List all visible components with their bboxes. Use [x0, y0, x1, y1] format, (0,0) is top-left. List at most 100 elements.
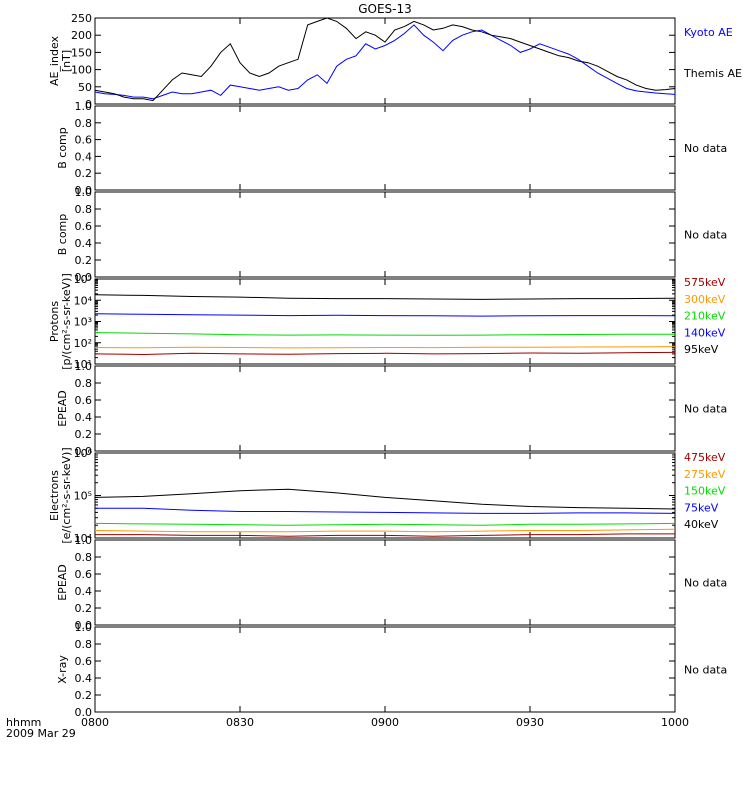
- y-tick-label: 10¹: [74, 358, 92, 371]
- x-tick-label: 0930: [516, 716, 544, 729]
- no-data-label: No data: [684, 664, 727, 677]
- y-tick-label: 10³: [74, 316, 92, 329]
- legend-entry: 210keV: [684, 310, 726, 323]
- y-tick-label: 1.0: [75, 534, 93, 547]
- no-data-label: No data: [684, 577, 727, 590]
- no-data-label: No data: [684, 142, 727, 155]
- legend-entry: Kyoto AE: [684, 26, 733, 39]
- y-tick-label: 0.2: [75, 602, 93, 615]
- y-tick-label: 0.6: [75, 134, 93, 147]
- y-tick-label: 150: [71, 46, 92, 59]
- panel-epead_2: 0.0 0.2 0.4 0.6 0.8 1.0 EPEAD No data: [56, 534, 727, 632]
- y-tick-label: 0.8: [75, 638, 93, 651]
- series-line-140kev: [94, 313, 676, 317]
- y-tick-label: 1.0: [75, 100, 93, 113]
- legend-entry: 150keV: [684, 485, 726, 498]
- legend-entry: 40keV: [684, 518, 719, 531]
- series-line-kyoto-ae: [94, 24, 676, 100]
- y-tick-label: 250: [71, 12, 92, 25]
- y-tick-label: 0.4: [75, 150, 93, 163]
- y-tick-label: 0.2: [75, 689, 93, 702]
- y-axis-unit-label: [nT]: [60, 50, 73, 72]
- series-line-575kev: [94, 351, 676, 356]
- y-tick-label: 100: [71, 64, 92, 77]
- y-axis-label: Protons: [48, 301, 61, 342]
- series-line-95kev: [94, 294, 676, 300]
- panels-group: 0 50 100 150 200 250 AE_index [nT] Kyoto AE Themi…: [48, 12, 742, 719]
- y-axis-unit-label: [e/(cm²-s-sr-keV)]: [60, 447, 73, 543]
- legend-entry: 140keV: [684, 326, 726, 339]
- legend-entry: 300keV: [684, 293, 726, 306]
- series-line-themis-ae: [94, 17, 676, 102]
- panel-frame: [94, 452, 676, 539]
- legend-entry: 75keV: [684, 501, 719, 514]
- y-tick-label: 1.0: [75, 186, 93, 199]
- y-tick-label: 0.8: [75, 117, 93, 130]
- panel-epead_1: 0.0 0.2 0.4 0.6 0.8 1.0 EPEAD No data: [56, 360, 727, 458]
- y-axis-label: Electrons: [48, 470, 61, 521]
- y-tick-label: 10⁶: [74, 447, 93, 460]
- y-tick-label: 200: [71, 29, 92, 42]
- series-line-150kev: [94, 522, 676, 526]
- y-tick-label: 10⁵: [74, 490, 92, 503]
- x-tick-label: 0830: [226, 716, 254, 729]
- panel-b_comp_2: 0.0 0.2 0.4 0.6 0.8 1.0 B comp No data: [56, 186, 727, 284]
- panel-frame: [94, 278, 676, 365]
- y-tick-label: 0.0: [75, 445, 93, 458]
- date-label: 2009 Mar 29: [6, 727, 76, 740]
- series-line-210kev: [94, 332, 675, 336]
- panel-frame: [94, 191, 676, 278]
- y-tick-label: 0.2: [75, 167, 93, 180]
- y-tick-label: 0.4: [75, 672, 93, 685]
- y-tick-label: 0.0: [75, 184, 93, 197]
- series-line-75kev: [95, 507, 676, 514]
- no-data-label: No data: [684, 229, 727, 242]
- legend-entry: Themis AE: [683, 67, 742, 80]
- panel-frame: [94, 17, 676, 105]
- y-axis-label: B comp: [56, 127, 69, 169]
- y-tick-label: 0.8: [75, 203, 93, 216]
- y-tick-label: 0.2: [75, 428, 93, 441]
- y-tick-label: 10²: [74, 337, 92, 350]
- time-axis-label: hhmm: [6, 716, 41, 729]
- legend-entry: 575keV: [684, 276, 726, 289]
- legend-entry: 475keV: [684, 451, 726, 464]
- panel-protons: 10¹ 10² 10³ 10⁴ 10⁵ Protons [p/(cm²-s-sr-keV)]…: [48, 273, 726, 371]
- y-tick-label: 0.6: [75, 394, 93, 407]
- x-tick-label: 0900: [371, 716, 399, 729]
- series-line-275kev: [94, 528, 676, 533]
- y-tick-label: 0.2: [75, 254, 93, 267]
- series-line-40kev: [94, 488, 676, 510]
- legend-entry: 275keV: [684, 468, 726, 481]
- panel-frame: [94, 105, 676, 191]
- y-tick-label: 1.0: [75, 360, 93, 373]
- panel-b_comp_1: 0.0 0.2 0.4 0.6 0.8 1.0 B comp No data: [56, 100, 727, 197]
- y-axis-label: EPEAD: [56, 564, 69, 601]
- panel-x_ray: 0.0 0.2 0.4 0.6 0.8 1.0 X-ray No data: [56, 621, 727, 719]
- y-axis-unit-label: [p/(cm²-s-sr-keV)]: [60, 273, 73, 370]
- panel-frame: [94, 539, 676, 626]
- y-axis-label: EPEAD: [56, 390, 69, 427]
- x-tick-label: 0800: [81, 716, 109, 729]
- y-tick-label: 0.0: [75, 619, 93, 632]
- y-tick-label: 0.4: [75, 411, 93, 424]
- y-tick-label: 0.0: [75, 706, 93, 719]
- legend-entry: 95keV: [684, 343, 719, 356]
- panel-frame: [94, 626, 676, 713]
- y-tick-label: 0.6: [75, 568, 93, 581]
- panel-ae_index: 0 50 100 150 200 250 AE_index [nT] Kyoto AE Themi…: [48, 12, 742, 111]
- y-tick-label: 0.0: [75, 271, 93, 284]
- y-tick-label: 0.4: [75, 237, 93, 250]
- y-axis-label: B comp: [56, 214, 69, 256]
- y-tick-label: 10⁴: [74, 294, 93, 307]
- y-tick-label: 0.8: [75, 377, 93, 390]
- x-tick-label: 1000: [661, 716, 689, 729]
- x-axis: 0800 0830 0900 0930 1000: [81, 716, 689, 729]
- y-tick-label: 10⁴: [74, 532, 93, 545]
- y-tick-label: 1.0: [75, 621, 93, 634]
- y-axis-label: X-ray: [56, 655, 69, 684]
- y-tick-label: 50: [78, 81, 92, 94]
- y-axis-label: AE_index: [48, 35, 61, 86]
- no-data-label: No data: [684, 403, 727, 416]
